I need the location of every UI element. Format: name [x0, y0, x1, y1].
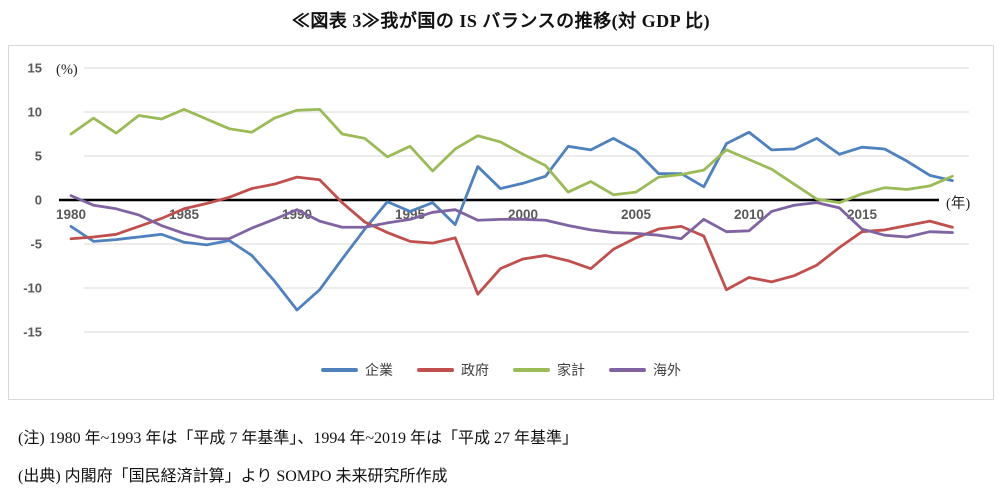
legend-line-swatch-government [417, 368, 454, 372]
legend-line-swatch-overseas [609, 368, 646, 372]
x-axis-unit-label: (年) [946, 195, 970, 212]
series-line-overseas [69, 194, 954, 241]
x-tick-label-2015: 2015 [847, 207, 878, 222]
legend-label-overseas: 海外 [653, 364, 681, 379]
legend-label-corporate: 企業 [365, 364, 393, 379]
legend-item-corporate: 企業 [321, 360, 393, 380]
y-axis-unit-label: (%) [56, 62, 78, 78]
series-line-corporate [69, 130, 954, 312]
x-tick-label-1985: 1985 [169, 207, 200, 222]
x-tick-label-2010: 2010 [734, 207, 764, 222]
footnotes: (注) 1980 年~1993 年は「平成 7 年基準」、1994 年~2019… [18, 420, 578, 493]
chart-container: 15 10 5 0 -5 -10 -15 (%) (年) 1980 1985 1990 1995 2000… [8, 45, 994, 400]
legend-label-government: 政府 [461, 364, 489, 379]
legend-line-swatch-household [513, 368, 550, 372]
series-line-household [69, 107, 954, 205]
note-basis: (注) 1980 年~1993 年は「平成 7 年基準」、1994 年~2019… [18, 430, 578, 447]
x-tick-label-1990: 1990 [282, 207, 312, 222]
note-source: (出典) 内閣府「国民経済計算」より SOMPO 未来研究所作成 [18, 468, 448, 485]
y-tick-label-15: 15 [28, 61, 42, 76]
legend-item-government: 政府 [417, 360, 489, 380]
legend-label-household: 家計 [557, 364, 585, 379]
legend-item-overseas: 海外 [609, 360, 681, 380]
chart-legend: 企業 政府 家計 海外 [9, 360, 993, 380]
y-tick-label--10: -10 [23, 281, 42, 296]
legend-item-household: 家計 [513, 360, 585, 380]
y-tick-label-0: 0 [35, 193, 42, 208]
chart-title: ≪図表 3≫我が国の IS バランスの推移(対 GDP 比) [291, 11, 711, 31]
legend-line-swatch-corporate [321, 368, 358, 372]
y-tick-label-10: 10 [28, 105, 42, 120]
series-line-government [69, 175, 954, 296]
x-tick-label-1980: 1980 [56, 207, 86, 222]
y-tick-label--15: -15 [23, 325, 42, 340]
y-tick-label-5: 5 [35, 149, 42, 164]
x-tick-label-2005: 2005 [621, 207, 652, 222]
y-tick-label--5: -5 [30, 237, 42, 252]
